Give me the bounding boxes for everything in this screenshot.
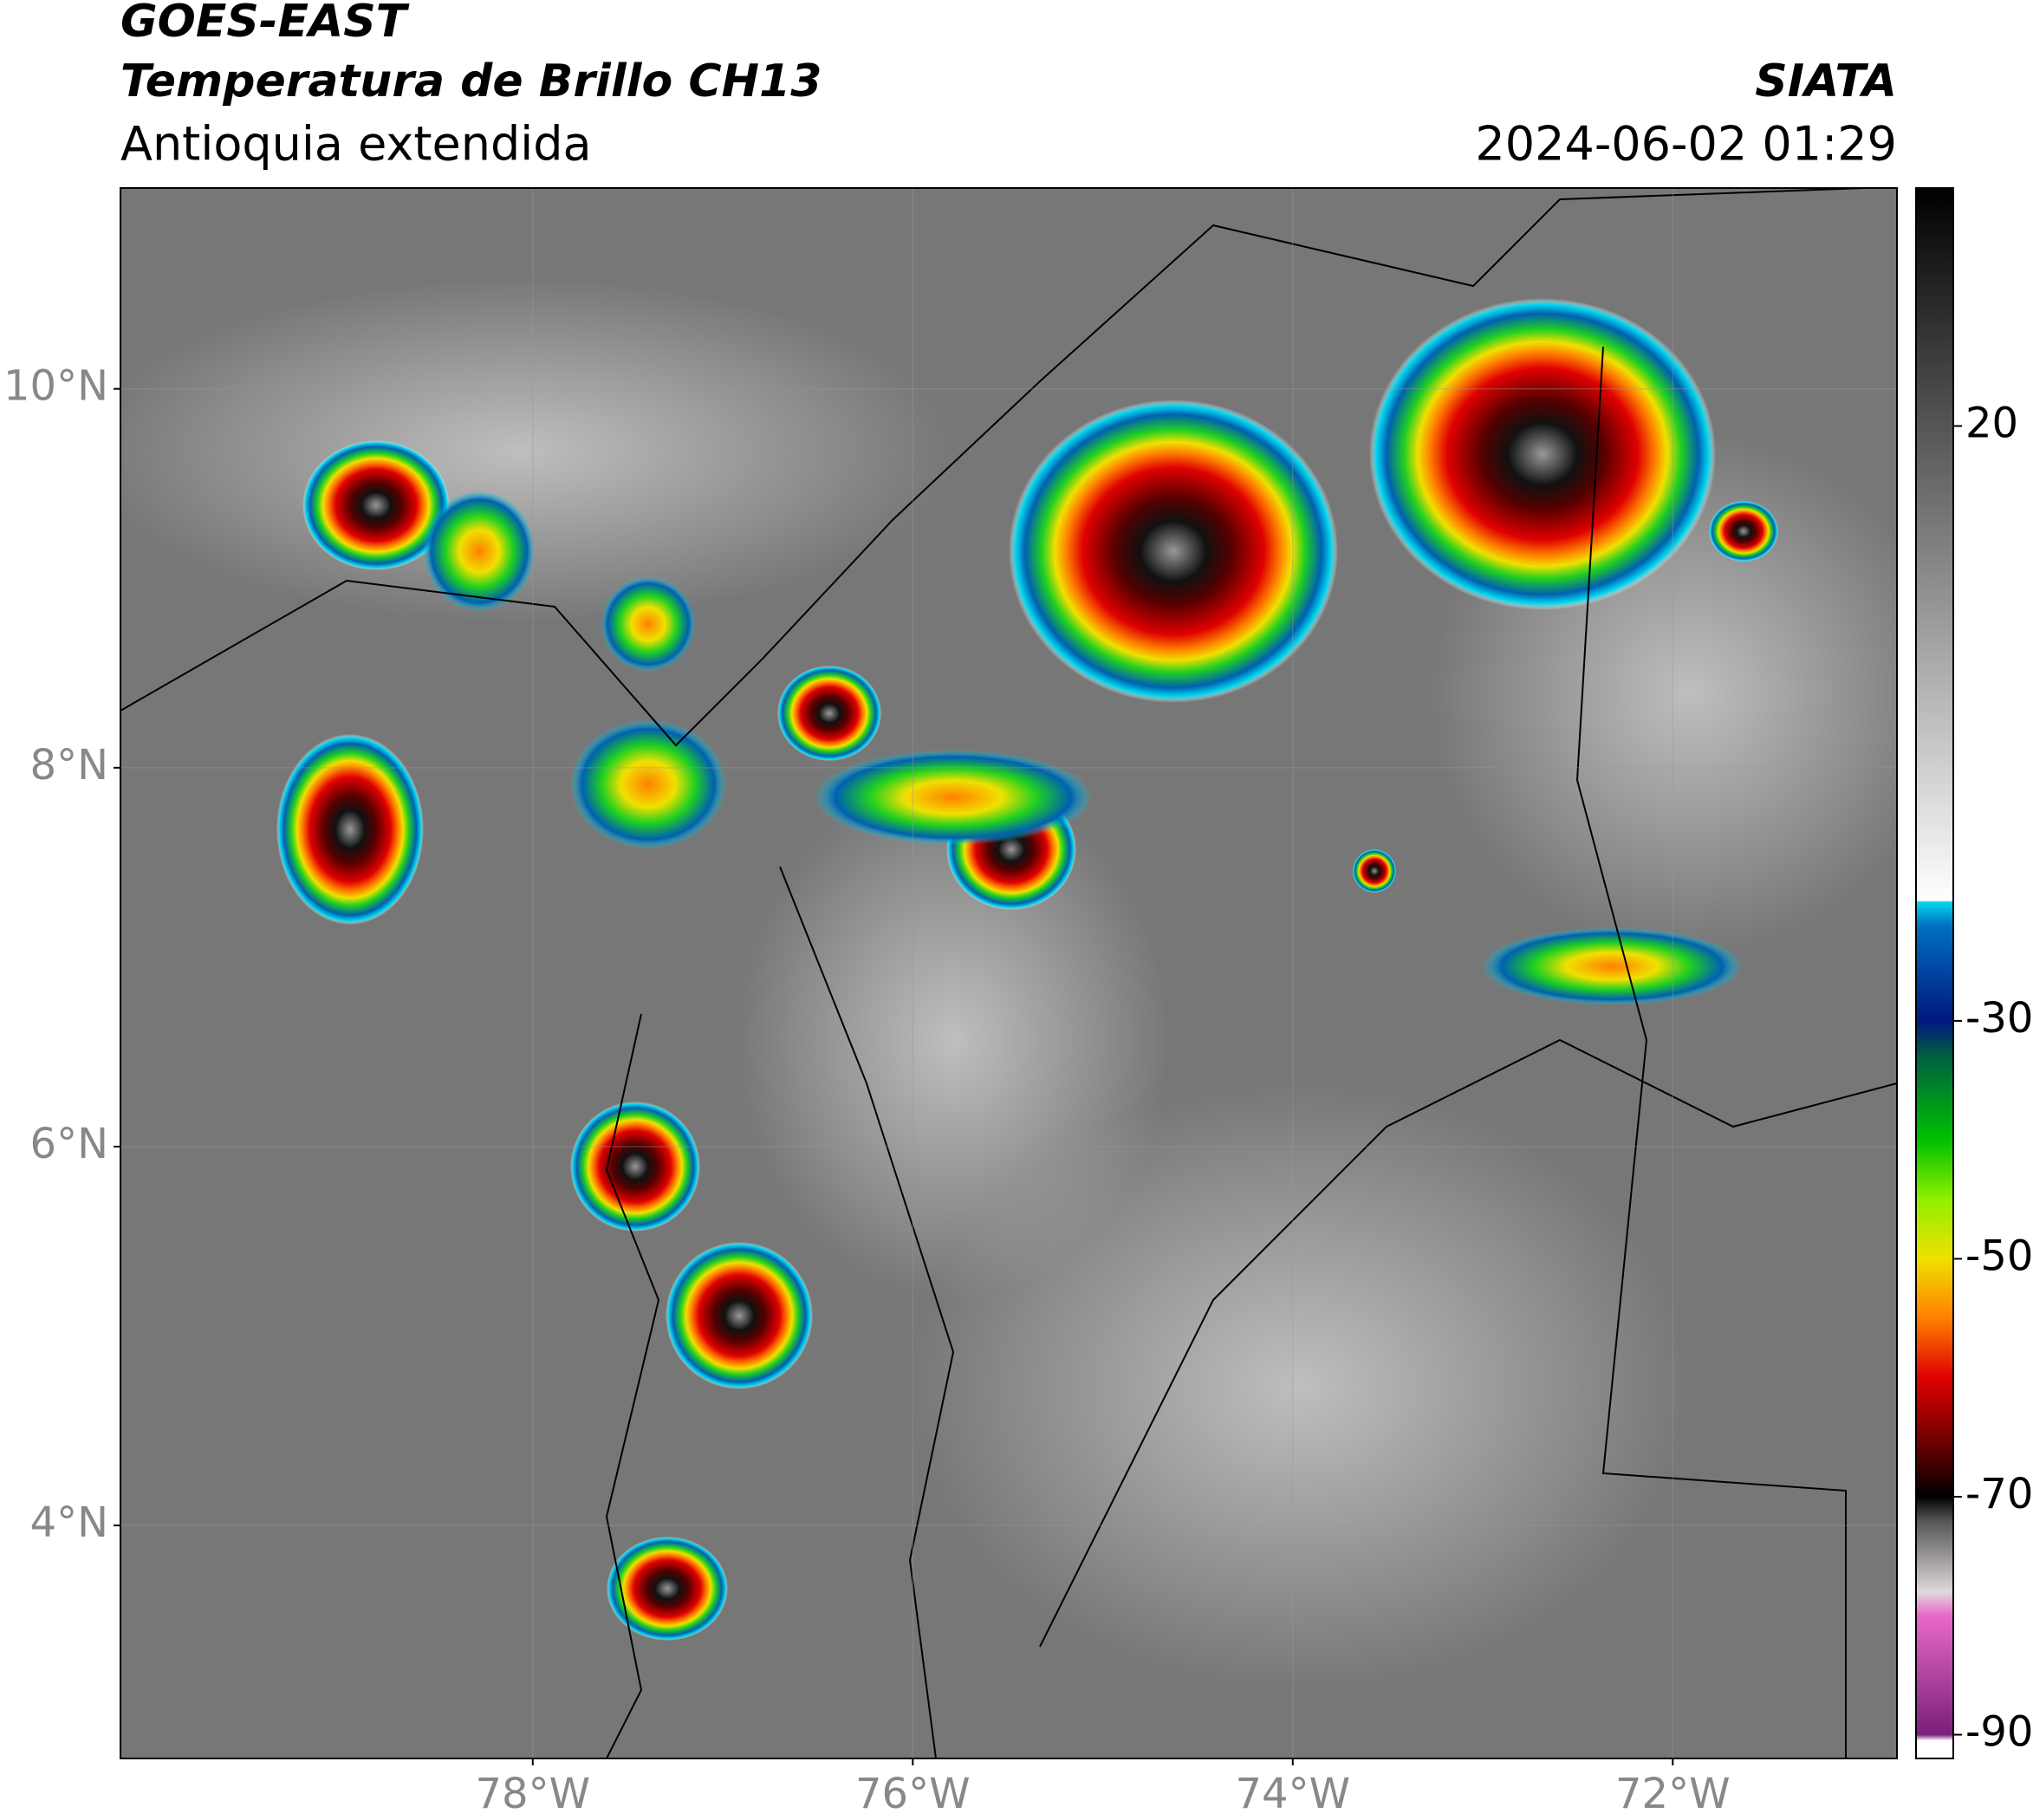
title-satellite: GOES-EAST: [120, 0, 410, 48]
storm: [570, 719, 726, 849]
storm: [1482, 927, 1742, 1005]
map-frame: [120, 187, 1898, 1759]
title-region: Antioquia extendida: [120, 117, 592, 172]
y-tick-label: 10°N: [3, 362, 108, 411]
colorbar-tick-label: -30: [1965, 994, 2033, 1043]
storm: [1353, 849, 1396, 893]
cloud: [910, 1083, 1690, 1690]
storm: [302, 440, 450, 570]
y-tick-label: 4°N: [30, 1498, 108, 1547]
x-tick-label: 78°W: [476, 1770, 591, 1818]
storm: [601, 576, 696, 672]
cloud: [737, 780, 1170, 1300]
coastline: [605, 1013, 660, 1758]
x-tick-label: 76°W: [855, 1770, 971, 1818]
storm: [666, 1242, 813, 1389]
border: [779, 346, 1897, 1758]
storm: [815, 750, 1092, 845]
colorbar-tick-label: -50: [1965, 1232, 2033, 1280]
title-source: SIATA: [1755, 55, 1897, 107]
colorbar: [1915, 187, 1954, 1759]
title-product: Temperatura de Brillo CH13: [120, 55, 822, 107]
x-tick-label: 72°W: [1615, 1770, 1731, 1818]
storm: [777, 666, 881, 761]
colorbar-tick-label: -90: [1965, 1708, 2033, 1757]
colorbar-tick-label: -70: [1965, 1470, 2033, 1518]
storm: [1369, 298, 1716, 610]
y-tick-label: 6°N: [30, 1120, 108, 1168]
colorbar-tick-label: 20: [1965, 400, 2018, 448]
storm: [570, 1102, 700, 1232]
storm: [1009, 400, 1338, 703]
satellite-image: [120, 188, 1897, 1758]
storm: [1709, 501, 1778, 562]
storm: [607, 1537, 728, 1641]
storm: [276, 734, 424, 925]
title-datetime: 2024-06-02 01:29: [1475, 117, 1897, 172]
grid: [120, 188, 1897, 1758]
border: [120, 188, 1864, 747]
y-tick-label: 8°N: [30, 741, 108, 790]
storm: [423, 491, 536, 612]
x-tick-label: 74°W: [1236, 1770, 1351, 1818]
